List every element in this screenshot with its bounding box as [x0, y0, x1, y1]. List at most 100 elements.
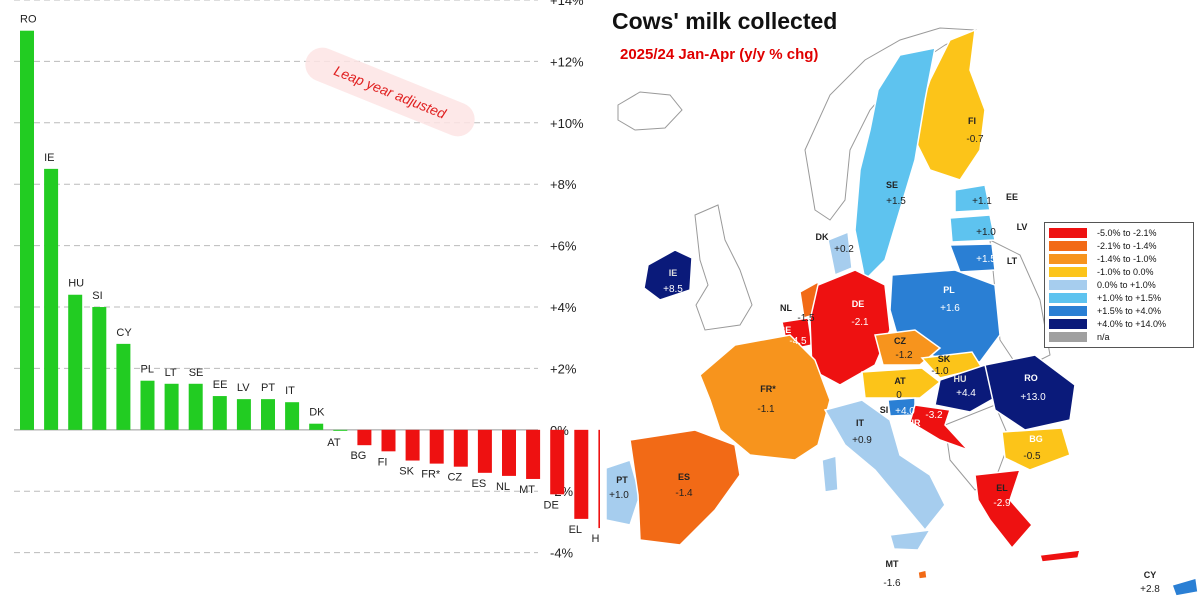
bar	[20, 30, 34, 430]
region-de	[809, 269, 891, 386]
legend-swatch	[1049, 332, 1087, 342]
bar	[188, 383, 203, 430]
bar-category-labels: RO IE HU SI CY PL LT SE EE LV PT IT DK AT BG FI SK FR* CZ E…	[20, 14, 637, 587]
region-label-ro: RO	[1024, 373, 1038, 383]
legend-label: 0.0% to +1.0%	[1097, 280, 1156, 290]
region-value-lt: +1.5	[976, 254, 996, 265]
bar-category-label: FR*	[421, 469, 441, 481]
bar-category-label: CZ	[447, 472, 462, 484]
region-label-ee: EE	[1006, 192, 1018, 202]
region-crete	[1039, 549, 1081, 563]
legend-label: -5.0% to -2.1%	[1097, 228, 1157, 238]
bar	[164, 383, 179, 430]
region-se	[854, 47, 936, 282]
region-label-cz: CZ	[894, 336, 906, 346]
legend-label: +1.5% to +4.0%	[1097, 306, 1162, 316]
region-label-it: IT	[856, 418, 865, 428]
region-value-lv: +1.0	[976, 227, 996, 238]
y-tick-label: +4%	[550, 300, 577, 315]
region-lv	[949, 214, 996, 243]
bar	[574, 429, 589, 519]
bar	[477, 429, 492, 473]
region-pt	[605, 459, 641, 526]
region-label-nl: NL	[780, 303, 792, 313]
region-el	[974, 469, 1033, 550]
bar-category-label: NL	[496, 481, 510, 493]
y-tick-label: +14%	[550, 0, 584, 8]
region-value-bg: -0.5	[1023, 451, 1041, 462]
y-tick-label: -4%	[550, 546, 574, 561]
bar-category-label: ES	[472, 478, 487, 490]
region-value-si: +4.0	[895, 406, 915, 417]
region-label-at: AT	[894, 376, 906, 386]
legend-swatch	[1049, 280, 1087, 290]
bar-category-label: IE	[44, 152, 54, 164]
y-axis-ticks: +14%+12%+10%+8%+6%+4%+2%0%-2%-4%	[550, 0, 584, 561]
region-sardinia	[821, 455, 839, 493]
bar-category-label: SE	[189, 367, 204, 379]
region-es	[629, 429, 741, 546]
bar	[381, 429, 396, 452]
bar	[116, 343, 131, 430]
bar	[236, 399, 251, 430]
region-bg	[1001, 427, 1071, 471]
region-value-sk: -1.0	[931, 366, 949, 377]
legend-label: +4.0% to +14.0%	[1097, 319, 1167, 329]
region-ro	[984, 354, 1076, 431]
bar-category-label: CY	[116, 327, 132, 339]
region-value-el: -2.9	[993, 498, 1011, 509]
bar	[44, 168, 59, 430]
bar	[405, 429, 420, 461]
bar-category-label: HR	[591, 533, 600, 545]
region-sicily	[889, 529, 932, 551]
y-tick-label: +10%	[550, 116, 584, 131]
bar-series	[20, 30, 637, 568]
bar	[140, 380, 155, 430]
region-label-hr: HR	[908, 418, 921, 428]
bar-category-label: IT	[285, 385, 295, 397]
region-cy	[1171, 577, 1199, 597]
map-title: Cows' milk collected	[612, 8, 838, 34]
region-label-bg: BG	[1029, 434, 1043, 444]
bar-category-label: BG	[350, 450, 366, 462]
legend-label: -1.0% to 0.0%	[1097, 267, 1154, 277]
region-label-ie: IE	[669, 268, 678, 278]
region-hr	[909, 404, 969, 451]
bar	[502, 429, 516, 476]
legend-row: 0.0% to +1.0%	[1049, 279, 1189, 291]
y-tick-label: +2%	[550, 361, 577, 376]
region-label-hu: HU	[954, 374, 967, 384]
region-label-cy: CY	[1144, 570, 1157, 580]
region-lt	[948, 243, 996, 273]
bar	[92, 307, 107, 430]
region-mt	[917, 569, 928, 580]
region-value-ee: +1.1	[972, 196, 992, 207]
region-at	[861, 367, 942, 399]
legend-swatch	[1049, 254, 1087, 264]
bar-grid	[14, 0, 538, 554]
region-label-sk: SK	[938, 354, 951, 364]
bar-chart-panel: +14%+12%+10%+8%+6%+4%+2%0%-2%-4% Leap ye…	[0, 0, 637, 598]
legend-swatch	[1049, 319, 1087, 329]
region-value-it: +0.9	[852, 435, 872, 446]
legend-row: -2.1% to -1.4%	[1049, 240, 1189, 252]
legend-row: +1.5% to +4.0%	[1049, 305, 1189, 317]
region-fr	[699, 334, 831, 461]
legend-label: +1.0% to +1.5%	[1097, 293, 1162, 303]
bar	[261, 399, 275, 430]
legend-swatch	[1049, 267, 1087, 277]
region-value-fr: -1.1	[757, 404, 775, 415]
map-panel: FI -0.7 SE +1.5 EE +1.1 LV +1.0 LT +1.5 …	[600, 0, 1200, 598]
bar	[285, 402, 300, 430]
leap-year-annotation: Leap year adjusted	[305, 47, 475, 137]
bar-category-label: PT	[261, 382, 275, 394]
region-value-pt: +1.0	[609, 490, 629, 501]
bar-category-label: RO	[20, 14, 37, 26]
region-label-de: DE	[852, 299, 865, 309]
region-value-de: -2.1	[851, 317, 869, 328]
bar-category-label: EE	[213, 379, 228, 391]
legend-row: +4.0% to +14.0%	[1049, 318, 1189, 330]
legend-swatch	[1049, 228, 1087, 238]
bar	[333, 429, 348, 431]
region-label-mt: MT	[886, 559, 899, 569]
